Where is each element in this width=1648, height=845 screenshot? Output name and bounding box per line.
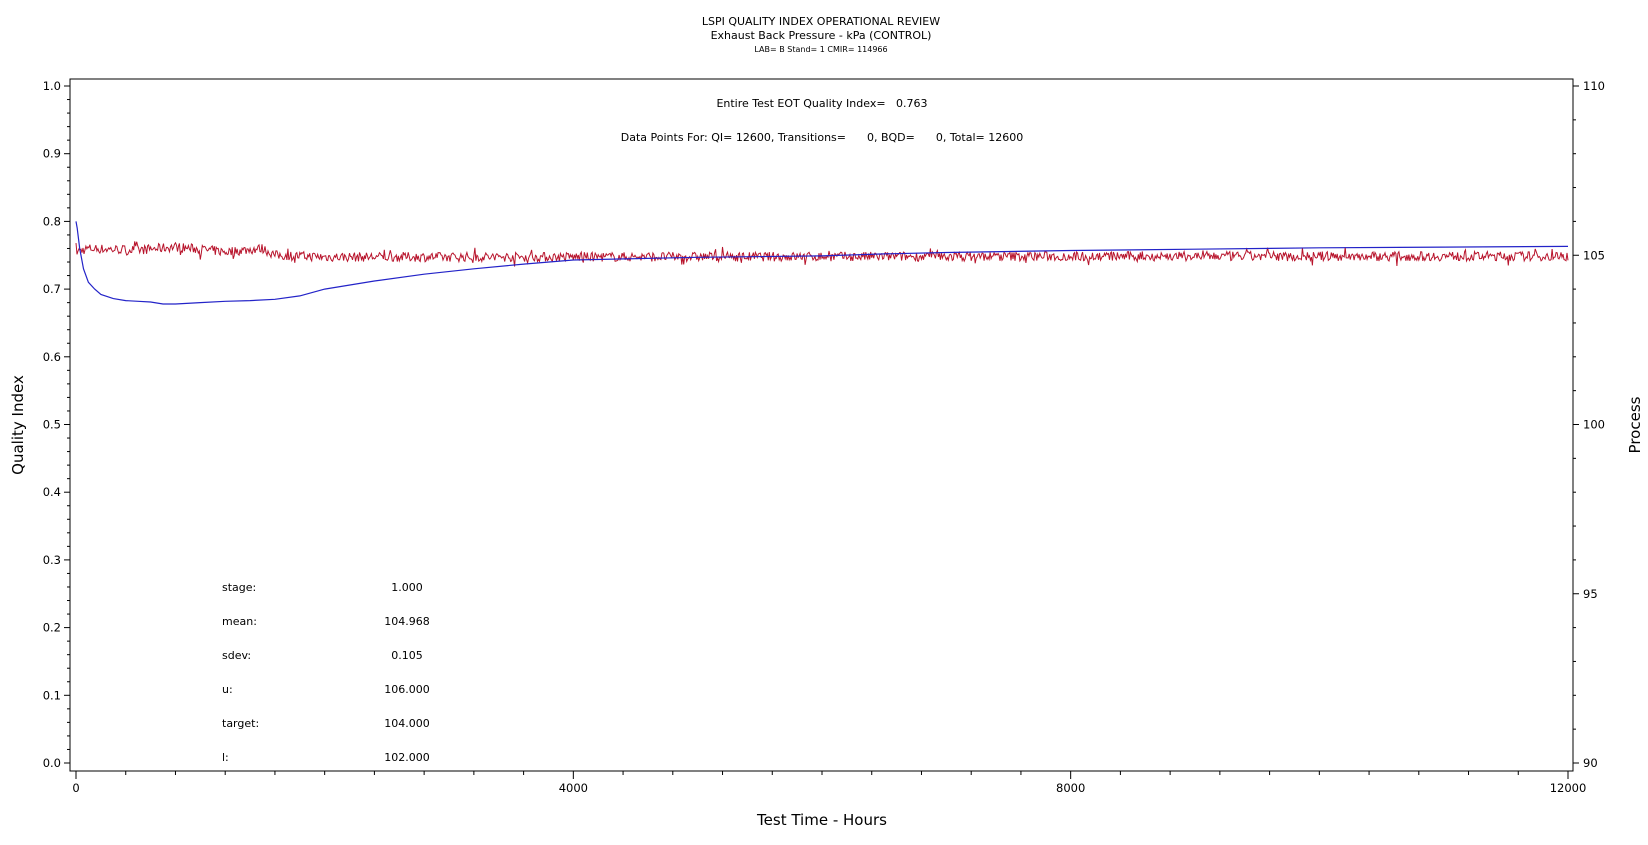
stat-value: 1.000 — [391, 581, 423, 594]
y-axis-label-left: Quality Index — [9, 375, 27, 475]
y-left-tick-label: 0.7 — [43, 282, 61, 296]
stat-label: stage: — [222, 581, 256, 594]
y-right-tick-label: 105 — [1583, 248, 1605, 262]
stat-label: target: — [222, 717, 259, 730]
stat-value: 104.000 — [384, 717, 430, 730]
stat-value: 104.968 — [384, 615, 430, 628]
y-left-tick-label: 0.6 — [43, 350, 61, 364]
y-right-tick-label: 90 — [1583, 756, 1598, 770]
y-left-tick-label: 0.8 — [43, 214, 61, 228]
series-layer — [75, 221, 1569, 305]
y-right-tick-label: 100 — [1583, 418, 1605, 432]
right-axis: 90 95 100 105 110 — [1573, 79, 1605, 770]
y-left-tick-label: 1.0 — [43, 79, 61, 93]
y-left-tick-label: 0.2 — [43, 621, 61, 635]
stat-value: 106.000 — [384, 683, 430, 696]
y-left-tick-label: 0.5 — [43, 418, 61, 432]
process-series-line — [75, 241, 1569, 267]
y-left-tick-label: 0.1 — [43, 688, 61, 702]
left-axis: 0.0 0.1 0.2 0.3 0.4 0.5 0.6 0.7 0.8 0.9 1.0 — [43, 79, 70, 770]
stat-label: sdev: — [222, 649, 251, 662]
eot-quality-index-annotation: Entire Test EOT Quality Index= 0.763 — [716, 97, 927, 110]
y-left-tick-label: 0.9 — [43, 147, 61, 161]
stats-block: stage: 1.000 mean: 104.968 sdev: 0.105 u: 106.0… — [222, 581, 430, 764]
stat-label: u: — [222, 683, 233, 696]
y-left-tick-label: 0.3 — [43, 553, 61, 567]
stat-value: 102.000 — [384, 751, 430, 764]
data-points-annotation: Data Points For: QI= 12600, Transitions=… — [621, 131, 1023, 144]
y-left-tick-label: 0.4 — [43, 485, 61, 499]
x-axis-label: Test Time - Hours — [756, 811, 887, 829]
stat-label: mean: — [222, 615, 257, 628]
stat-label: l: — [222, 751, 229, 764]
plot-frame — [69, 78, 1574, 772]
chart-subtitle: Exhaust Back Pressure - kPa (CONTROL) — [711, 29, 932, 42]
chart-subtitle-2: LAB= B Stand= 1 CMIR= 114966 — [754, 45, 887, 54]
x-tick-label: 8000 — [1056, 781, 1085, 795]
y-axis-label-right: Process — [1626, 396, 1644, 453]
chart-title: LSPI QUALITY INDEX OPERATIONAL REVIEW — [702, 15, 940, 28]
quality-index-series-line — [75, 221, 1569, 305]
y-right-tick-label: 95 — [1583, 587, 1598, 601]
x-axis: 0 4000 8000 12000 — [72, 771, 1586, 795]
y-right-tick-label: 110 — [1583, 79, 1605, 93]
x-tick-label: 4000 — [559, 781, 588, 795]
stat-value: 0.105 — [391, 649, 423, 662]
x-tick-label: 12000 — [1550, 781, 1587, 795]
y-left-tick-label: 0.0 — [43, 756, 61, 770]
x-tick-label: 0 — [72, 781, 79, 795]
